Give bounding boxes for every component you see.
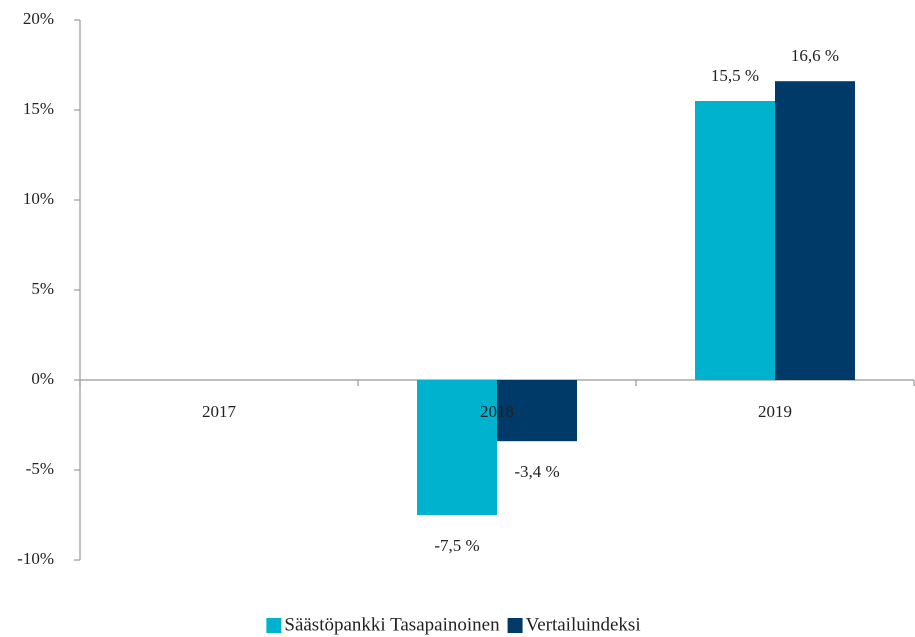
legend-label: Vertailuindeksi xyxy=(526,614,641,635)
y-tick-label: 20% xyxy=(23,9,54,28)
y-tick-label: 15% xyxy=(23,99,54,118)
x-tick-label: 2017 xyxy=(202,402,237,421)
bar xyxy=(775,81,855,380)
y-tick-label: -10% xyxy=(17,549,54,568)
data-label: 15,5 % xyxy=(711,66,759,85)
data-label: -7,5 % xyxy=(434,536,479,555)
y-tick-label: 5% xyxy=(31,279,54,298)
y-tick-label: 10% xyxy=(23,189,54,208)
legend-swatch xyxy=(507,618,523,633)
x-tick-label: 2018 xyxy=(480,402,514,421)
legend-swatch xyxy=(266,618,282,633)
data-label: 16,6 % xyxy=(791,46,839,65)
bar xyxy=(417,380,497,515)
legend-label: Säästöpankki Tasapainoinen xyxy=(284,614,500,635)
y-tick-label: -5% xyxy=(26,459,54,478)
bar xyxy=(497,380,577,442)
bar xyxy=(695,101,775,380)
x-tick-label: 2019 xyxy=(758,402,792,421)
data-label: -3,4 % xyxy=(514,462,559,481)
y-tick-label: 0% xyxy=(31,369,54,388)
